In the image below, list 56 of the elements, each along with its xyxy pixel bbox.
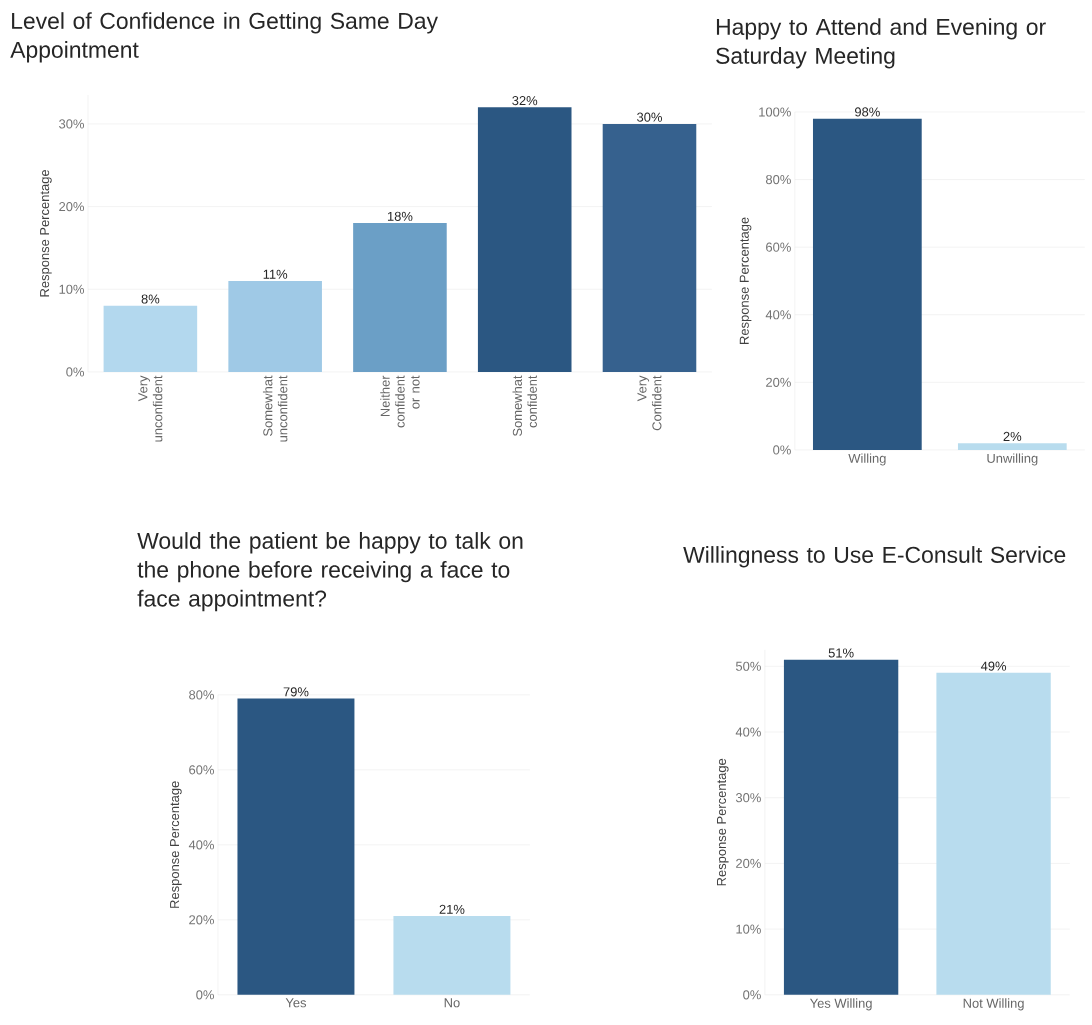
y-axis-title: Response Percentage: [40, 170, 52, 297]
x-tick-label: Neither confident or not: [380, 375, 420, 428]
y-tick-label: 50%: [735, 661, 761, 671]
y-tick-label: 0%: [743, 990, 761, 1000]
bar: [477, 107, 572, 373]
y-tick-label: 30%: [735, 793, 761, 803]
data-label: 49%: [980, 661, 1007, 671]
x-tick-label: Somewhat confident: [512, 375, 537, 437]
x-tick-label: Not Willing: [963, 998, 1024, 1011]
y-tick-label: 0%: [66, 367, 85, 377]
x-tick-label: Yes Willing: [809, 998, 872, 1011]
y-tick-label: 10%: [736, 924, 761, 934]
bar: [228, 281, 322, 373]
x-tick-label: Very Confident: [637, 375, 662, 431]
data-label: 32%: [512, 96, 538, 106]
y-tick-label: 0%: [773, 445, 791, 455]
x-tick-label: Willing: [848, 453, 886, 466]
y-axis-title: Response Percentage: [717, 758, 729, 886]
y-tick-label: 40%: [765, 310, 791, 320]
bar: [602, 124, 697, 373]
y-tick-label: 40%: [735, 727, 761, 737]
data-label: 30%: [637, 112, 662, 122]
x-tick-label: Yes: [285, 998, 307, 1008]
x-tick-label: No: [444, 998, 460, 1008]
y-tick-label: 0%: [196, 990, 214, 1000]
y-tick-label: 20%: [59, 202, 85, 212]
data-label: 11%: [263, 269, 288, 279]
y-tick-label: 80%: [765, 175, 791, 185]
y-axis-title: Response Percentage: [739, 217, 752, 345]
y-tick-label: 20%: [189, 915, 214, 925]
x-tick-label: Unwilling: [987, 453, 1038, 466]
chart-title: Level of Confidence in Getting Same Day Appointment: [10, 12, 438, 63]
y-tick-label: 60%: [189, 765, 214, 775]
y-tick-label: 40%: [188, 840, 214, 850]
data-label: 18%: [387, 211, 413, 222]
x-tick-label: Somewhat unconfident: [262, 375, 288, 442]
x-tick-label: Very unconfident: [138, 375, 163, 442]
bar: [353, 223, 447, 373]
data-label: 8%: [141, 294, 160, 304]
y-tick-label: 10%: [59, 284, 85, 294]
chart-title: Willingness to Use E-Consult Service: [683, 546, 1066, 568]
data-label: 2%: [1003, 431, 1022, 442]
data-label: 79%: [283, 687, 309, 697]
y-tick-label: 60%: [766, 242, 791, 252]
chart-title: Would the patient be happy to talk on the phone before receiving a face to face appointment?: [137, 532, 523, 612]
data-label: 51%: [828, 648, 854, 658]
bar: [103, 305, 198, 373]
data-label: 21%: [439, 904, 465, 914]
y-tick-label: 80%: [189, 690, 214, 700]
y-tick-label: 100%: [759, 107, 791, 117]
chart-title: Happy to Attend and Evening or Saturday Meeting: [716, 18, 1046, 69]
y-tick-label: 20%: [766, 377, 791, 387]
y-axis-title: Response Percentage: [170, 781, 182, 908]
y-tick-label: 30%: [59, 119, 85, 129]
data-label: 98%: [855, 107, 880, 117]
y-tick-label: 20%: [736, 858, 761, 869]
